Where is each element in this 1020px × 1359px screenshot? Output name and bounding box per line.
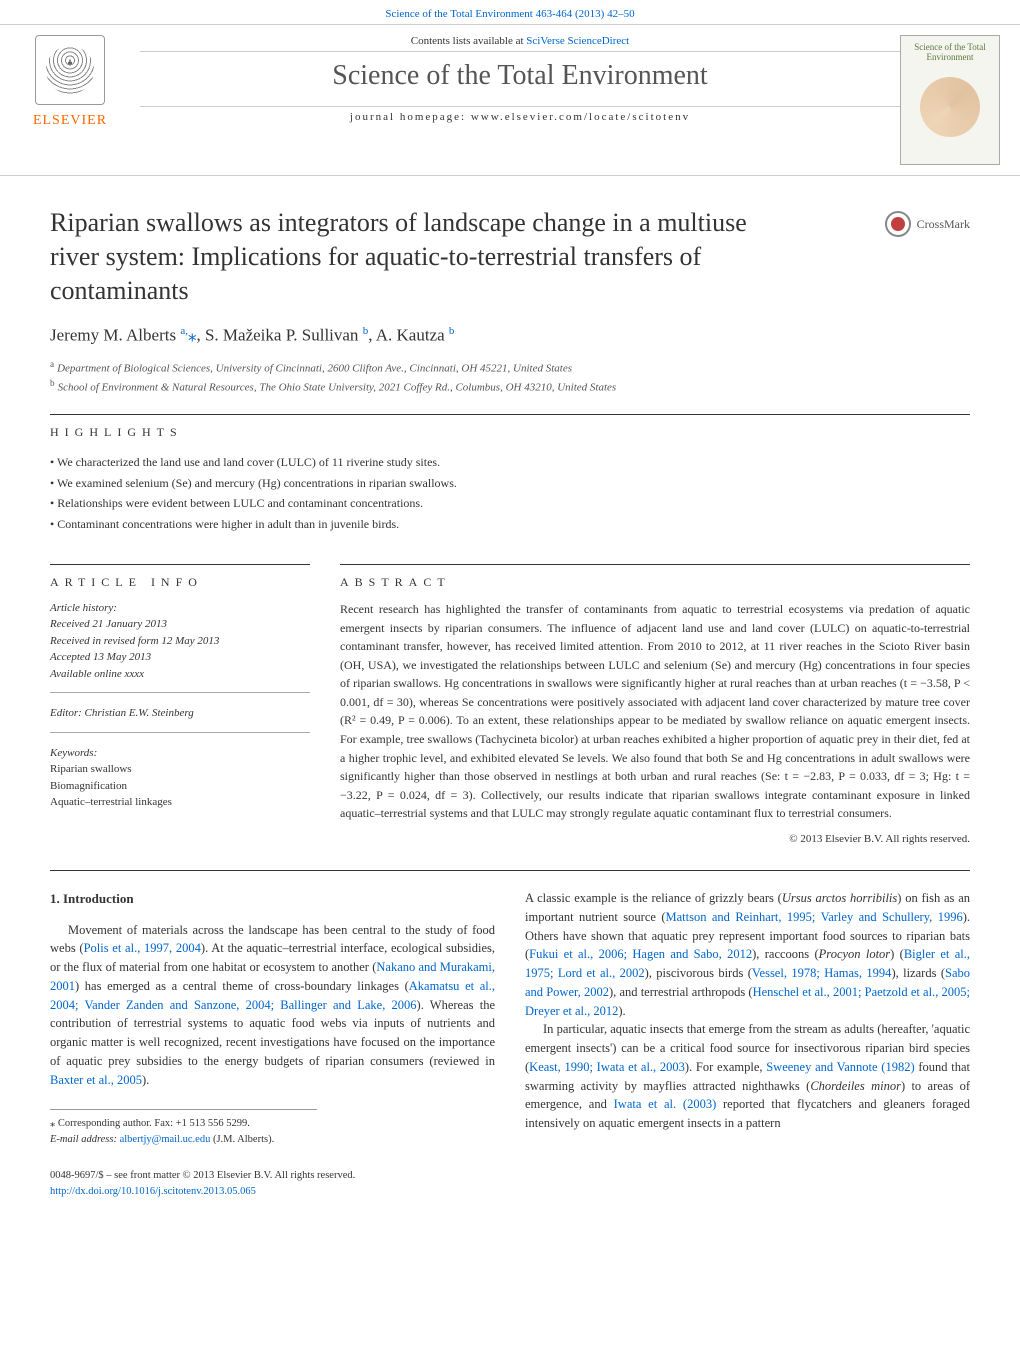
info-abstract-row: ARTICLE INFO Article history: Received 2… <box>0 564 1020 845</box>
running-head-link[interactable]: Science of the Total Environment 463-464… <box>385 8 634 20</box>
intro-text: ). <box>142 1073 149 1087</box>
intro-paragraph-3: In particular, aquatic insects that emer… <box>525 1020 970 1133</box>
history-lines: Received 21 January 2013Received in revi… <box>50 616 310 682</box>
abstract-copyright: © 2013 Elsevier B.V. All rights reserved… <box>340 833 970 845</box>
corresponding-author-footnote: ⁎ Corresponding author. Fax: +1 513 556 … <box>50 1109 317 1148</box>
keyword: Biomagnification <box>50 778 310 795</box>
abstract-column: ABSTRACT Recent research has highlighted… <box>340 564 970 845</box>
intro-text: ) ( <box>890 947 904 961</box>
email-label: E-mail address: <box>50 1134 120 1145</box>
intro-text: A classic example is the reliance of gri… <box>525 891 782 905</box>
publisher-name: ELSEVIER <box>33 113 107 129</box>
article-info-column: ARTICLE INFO Article history: Received 2… <box>50 564 310 845</box>
history-line: Received in revised form 12 May 2013 <box>50 633 310 650</box>
doi-link[interactable]: http://dx.doi.org/10.1016/j.scitotenv.20… <box>50 1186 256 1197</box>
intro-paragraph-2: A classic example is the reliance of gri… <box>525 889 970 1020</box>
article-history: Article history: Received 21 January 201… <box>50 600 310 694</box>
running-head: Science of the Total Environment 463-464… <box>0 0 1020 24</box>
citation-link[interactable]: Sweeney and Vannote (1982) <box>766 1060 914 1074</box>
affiliation-line: aDepartment of Biological Sciences, Univ… <box>50 358 970 377</box>
highlight-item: Relationships were evident between LULC … <box>50 493 970 513</box>
highlight-item: Contaminant concentrations were higher i… <box>50 514 970 534</box>
intro-text: ) has emerged as a central theme of cros… <box>75 979 409 993</box>
crossmark-badge[interactable]: CrossMark <box>885 211 970 237</box>
crossmark-icon <box>885 211 911 237</box>
abstract-label: ABSTRACT <box>340 564 970 590</box>
species-name: Chordeiles minor <box>810 1079 901 1093</box>
body-column-left: 1. Introduction Movement of materials ac… <box>50 889 495 1148</box>
keyword: Aquatic–terrestrial linkages <box>50 794 310 811</box>
header-inner: Science of the Total Environment <box>140 51 900 107</box>
intro-paragraph-1: Movement of materials across the landsca… <box>50 921 495 1090</box>
email-attribution: (J.M. Alberts). <box>210 1134 274 1145</box>
citation-link[interactable]: Vessel, 1978; Hamas, 1994 <box>752 966 892 980</box>
email-line: E-mail address: albertjy@mail.uc.edu (J.… <box>50 1132 317 1148</box>
citation-link[interactable]: Keast, 1990; Iwata et al., 2003 <box>529 1060 685 1074</box>
sciencedirect-link[interactable]: SciVerse ScienceDirect <box>526 35 629 47</box>
affiliations: aDepartment of Biological Sciences, Univ… <box>50 358 970 396</box>
history-line: Available online xxxx <box>50 666 310 683</box>
highlight-item: We characterized the land use and land c… <box>50 452 970 472</box>
citation-link[interactable]: Fukui et al., 2006; Hagen and Sabo, 2012 <box>529 947 752 961</box>
keywords-header: Keywords: <box>50 745 310 762</box>
intro-text: ). <box>618 1004 625 1018</box>
citation-link[interactable]: Baxter et al., 2005 <box>50 1073 142 1087</box>
citation-link[interactable]: Iwata et al. (2003) <box>614 1097 717 1111</box>
crossmark-label: CrossMark <box>917 217 970 232</box>
body-two-column: 1. Introduction Movement of materials ac… <box>0 889 1020 1168</box>
history-line: Accepted 13 May 2013 <box>50 649 310 666</box>
keywords-block: Keywords: Riparian swallowsBiomagnificat… <box>50 745 310 821</box>
contents-prefix: Contents lists available at <box>411 35 526 47</box>
header-center: Contents lists available at SciVerse Sci… <box>140 35 900 123</box>
history-line: Received 21 January 2013 <box>50 616 310 633</box>
intro-text: ), lizards ( <box>891 966 945 980</box>
article-front-matter: CrossMark Riparian swallows as integrato… <box>0 176 1020 564</box>
section-rule <box>50 870 970 871</box>
history-header: Article history: <box>50 600 310 617</box>
species-name: Ursus arctos horribilis <box>782 891 897 905</box>
contents-available-line: Contents lists available at SciVerse Sci… <box>140 35 900 47</box>
journal-homepage: journal homepage: www.elsevier.com/locat… <box>140 111 900 123</box>
affiliation-line: bSchool of Environment & Natural Resourc… <box>50 377 970 396</box>
front-matter-line: 0048-9697/$ – see front matter © 2013 El… <box>50 1168 970 1184</box>
journal-title: Science of the Total Environment <box>140 60 900 92</box>
authors-line: Jeremy M. Alberts a,⁎, S. Mažeika P. Sul… <box>50 325 970 346</box>
intro-text: ), and terrestrial arthropods ( <box>609 985 753 999</box>
intro-text: ), raccoons ( <box>752 947 819 961</box>
highlight-item: We examined selenium (Se) and mercury (H… <box>50 473 970 493</box>
keywords-list: Riparian swallowsBiomagnificationAquatic… <box>50 761 310 811</box>
keyword: Riparian swallows <box>50 761 310 778</box>
editor-line: Editor: Christian E.W. Steinberg <box>50 705 310 733</box>
citation-link[interactable]: Mattson and Reinhart, 1995; Varley and S… <box>666 910 963 924</box>
elsevier-tree-icon <box>35 35 105 105</box>
intro-text: ). For example, <box>685 1060 766 1074</box>
highlights-label: HIGHLIGHTS <box>50 414 970 440</box>
page-footer: 0048-9697/$ – see front matter © 2013 El… <box>0 1168 1020 1220</box>
journal-header: ELSEVIER Contents lists available at Sci… <box>0 24 1020 176</box>
article-title: Riparian swallows as integrators of land… <box>50 206 770 307</box>
corr-author-line: ⁎ Corresponding author. Fax: +1 513 556 … <box>50 1116 317 1132</box>
body-column-right: A classic example is the reliance of gri… <box>525 889 970 1148</box>
journal-cover-thumb: Science of the Total Environment <box>900 35 1000 165</box>
cover-art-icon <box>920 77 980 137</box>
introduction-heading: 1. Introduction <box>50 889 495 909</box>
abstract-text: Recent research has highlighted the tran… <box>340 600 970 823</box>
citation-link[interactable]: Polis et al., 1997, 2004 <box>84 941 201 955</box>
author-email-link[interactable]: albertjy@mail.uc.edu <box>120 1134 211 1145</box>
cover-title: Science of the Total Environment <box>907 42 993 62</box>
publisher-logo: ELSEVIER <box>20 35 120 145</box>
article-info-label: ARTICLE INFO <box>50 564 310 590</box>
highlights-list: We characterized the land use and land c… <box>50 452 970 534</box>
intro-text: ), piscivorous birds ( <box>645 966 752 980</box>
species-name: Procyon lotor <box>819 947 891 961</box>
